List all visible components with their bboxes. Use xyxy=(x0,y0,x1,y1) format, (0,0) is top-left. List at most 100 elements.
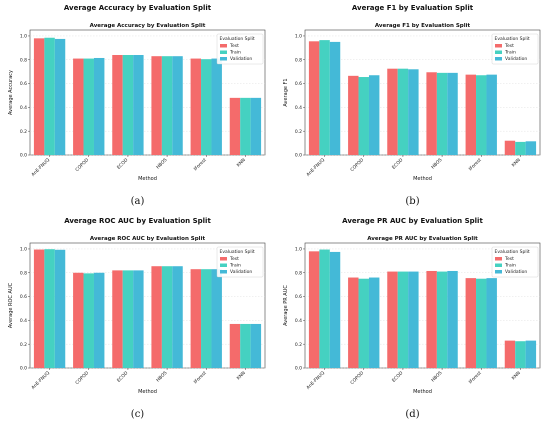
x-tick-label: AnE-FNUQ xyxy=(305,157,326,178)
bar-chart: Average F1 by Evaluation Split 0.0 0.2 0.4 0… xyxy=(283,23,541,182)
legend-box xyxy=(216,246,264,278)
bar-validation xyxy=(368,277,380,368)
bar-train xyxy=(436,72,448,155)
legend-label: Validation xyxy=(505,269,527,275)
legend-swatch xyxy=(495,270,502,274)
bar-test xyxy=(426,72,437,155)
y-tick-label: 0.2 xyxy=(20,129,27,135)
legend-label: Validation xyxy=(505,56,527,62)
legend-label: Test xyxy=(504,256,514,262)
bar-validation xyxy=(447,72,458,155)
bar-train xyxy=(358,77,369,155)
bar-test xyxy=(229,97,241,155)
bar-train xyxy=(44,249,55,368)
chart-panel-pr-auc: Average PR AUC by Evaluation Split Avera… xyxy=(275,213,550,426)
bar-validation xyxy=(250,323,262,368)
bar-validation xyxy=(486,278,497,368)
y-tick-label: 0.2 xyxy=(20,342,27,348)
bar-test xyxy=(190,269,202,368)
legend-box xyxy=(491,33,539,65)
bar-validation xyxy=(250,97,262,155)
legend-title: Evaluation Split xyxy=(495,36,530,42)
chart-panel-accuracy: Average Accuracy by Evaluation Split Ave… xyxy=(0,0,275,213)
legend-swatch xyxy=(220,270,227,274)
bar-test xyxy=(33,38,45,156)
x-tick-label: KNN xyxy=(511,157,522,168)
x-tick-label: HBOS xyxy=(430,370,443,383)
bar-train xyxy=(436,271,448,368)
legend-box xyxy=(216,33,264,65)
y-tick-label: 0.6 xyxy=(20,294,27,300)
figure-title: Average PR AUC by Evaluation Split xyxy=(342,217,483,225)
figure-title: Average F1 by Evaluation Split xyxy=(351,4,474,12)
legend-swatch xyxy=(220,44,227,48)
x-tick-label: KNN xyxy=(236,370,247,381)
y-axis-label: Average PR AUC xyxy=(283,285,289,326)
x-tick-label: ECOD xyxy=(391,370,405,384)
bar-test xyxy=(308,251,320,368)
figure-caption: (c) xyxy=(130,409,145,420)
x-tick-label: HBOS xyxy=(155,157,168,170)
y-tick-label: 1.0 xyxy=(295,34,302,40)
bar-train xyxy=(161,266,173,368)
bar-train xyxy=(515,141,526,155)
bar-validation xyxy=(54,249,66,368)
x-tick-label: HBOS xyxy=(155,370,168,383)
bar-chart: Average PR AUC by Evaluation Split 0.0 0.2… xyxy=(283,236,541,395)
chart-title: Average Accuracy by Evaluation Split xyxy=(90,23,206,29)
bar-test xyxy=(504,340,516,368)
bar-test xyxy=(387,271,398,368)
bar-validation xyxy=(211,269,222,368)
x-tick-label: COPOD xyxy=(74,370,90,386)
bar-test xyxy=(112,55,123,155)
x-tick-label: COPOD xyxy=(349,370,365,386)
bar-test xyxy=(73,58,84,156)
bar-test xyxy=(348,75,359,155)
legend-swatch xyxy=(495,57,502,61)
legend-swatch xyxy=(495,263,502,267)
y-tick-label: 0.8 xyxy=(20,270,27,276)
bar-train xyxy=(83,273,94,368)
bar-validation xyxy=(329,251,341,368)
y-tick-label: 0.6 xyxy=(295,81,302,87)
y-tick-label: 0.4 xyxy=(20,318,27,324)
x-axis-label: Method xyxy=(413,389,432,395)
x-tick-label: IForest xyxy=(468,370,483,385)
legend-swatch xyxy=(495,257,502,261)
bar-validation xyxy=(93,272,105,368)
y-tick-label: 0.4 xyxy=(295,318,302,324)
bar-validation xyxy=(525,141,537,155)
y-tick-label: 0.6 xyxy=(295,294,302,300)
bar-test xyxy=(426,270,437,368)
legend-label: Test xyxy=(229,256,239,262)
legend-label: Train xyxy=(504,50,516,56)
x-tick-label: IForest xyxy=(193,370,208,385)
bar-validation xyxy=(329,41,341,155)
y-axis-label: Average ROC AUC xyxy=(8,282,14,328)
y-tick-label: 0.2 xyxy=(295,342,302,348)
bar-validation xyxy=(172,56,183,155)
bar-validation xyxy=(133,270,144,368)
y-tick-label: 1.0 xyxy=(295,247,302,253)
bar-test xyxy=(33,249,45,368)
bar-train xyxy=(240,323,251,368)
x-axis-label: Method xyxy=(413,176,432,182)
legend-label: Test xyxy=(229,43,239,49)
bar-validation xyxy=(408,69,419,155)
bar-validation xyxy=(211,58,222,156)
x-tick-label: AnE-FNUQ xyxy=(305,370,326,391)
legend-label: Train xyxy=(229,50,241,56)
x-tick-label: ECOD xyxy=(116,157,130,171)
bar-validation xyxy=(486,74,497,155)
y-tick-label: 0.8 xyxy=(295,270,302,276)
y-tick-label: 0.6 xyxy=(20,81,27,87)
bar-test xyxy=(151,266,162,368)
legend-swatch xyxy=(495,44,502,48)
legend-label: Validation xyxy=(230,56,252,62)
chart-title: Average F1 by Evaluation Split xyxy=(375,23,471,29)
bar-train xyxy=(122,55,134,155)
bar-validation xyxy=(54,38,66,155)
bar-test xyxy=(229,323,241,368)
bar-test xyxy=(348,277,359,368)
figure-title: Average ROC AUC by Evaluation Split xyxy=(64,217,211,225)
